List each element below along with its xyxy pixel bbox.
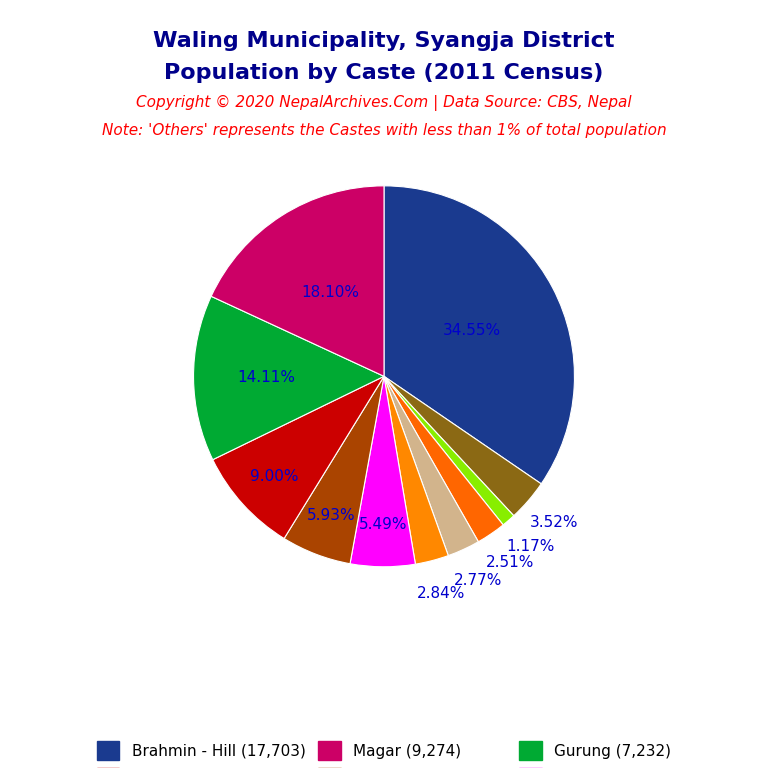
Text: Waling Municipality, Syangja District: Waling Municipality, Syangja District (154, 31, 614, 51)
Text: 5.93%: 5.93% (306, 508, 355, 522)
Wedge shape (213, 376, 384, 538)
Wedge shape (284, 376, 384, 564)
Wedge shape (384, 186, 574, 484)
Text: 2.51%: 2.51% (486, 554, 535, 570)
Wedge shape (384, 376, 449, 564)
Wedge shape (211, 186, 384, 376)
Text: 3.52%: 3.52% (530, 515, 578, 531)
Text: Note: 'Others' represents the Castes with less than 1% of total population: Note: 'Others' represents the Castes wit… (101, 123, 667, 138)
Text: 2.77%: 2.77% (454, 573, 502, 588)
Text: 2.84%: 2.84% (416, 586, 465, 601)
Wedge shape (194, 296, 384, 460)
Text: 1.17%: 1.17% (507, 539, 555, 554)
Text: 9.00%: 9.00% (250, 468, 298, 484)
Text: 14.11%: 14.11% (237, 370, 295, 385)
Wedge shape (350, 376, 415, 567)
Text: 5.49%: 5.49% (359, 518, 407, 532)
Text: Copyright © 2020 NepalArchives.Com | Data Source: CBS, Nepal: Copyright © 2020 NepalArchives.Com | Dat… (136, 95, 632, 111)
Wedge shape (384, 376, 514, 525)
Legend: Brahmin - Hill (17,703), Chhetri (4,613), Newar (1,456), Gharti/Bhujel (599), Ma: Brahmin - Hill (17,703), Chhetri (4,613)… (91, 735, 677, 768)
Text: 18.10%: 18.10% (302, 286, 359, 300)
Text: Population by Caste (2011 Census): Population by Caste (2011 Census) (164, 63, 604, 83)
Text: 34.55%: 34.55% (442, 323, 501, 338)
Wedge shape (384, 376, 478, 555)
Wedge shape (384, 376, 541, 516)
Wedge shape (384, 376, 503, 541)
